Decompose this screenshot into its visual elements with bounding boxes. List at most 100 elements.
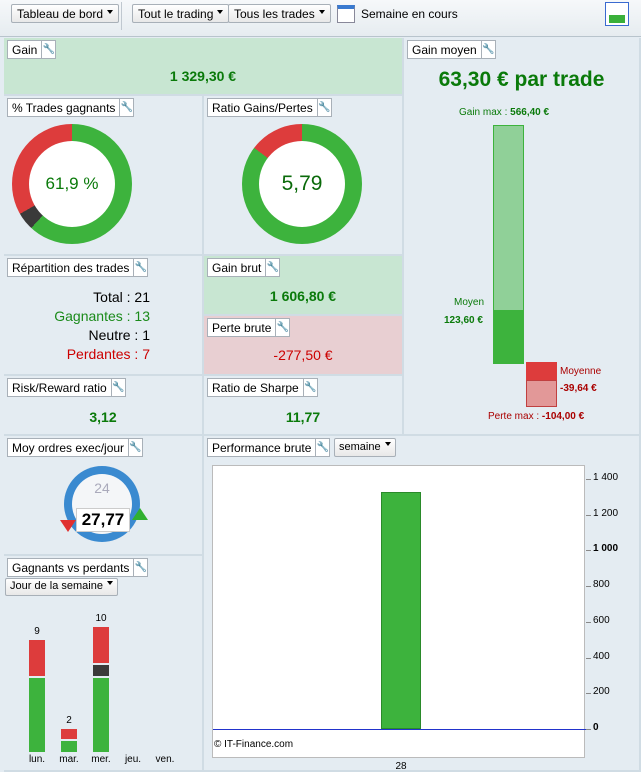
bar-total-label: 2 <box>66 714 72 726</box>
y-tick <box>586 657 591 659</box>
panel-header: Gagnants vs perdants 🔧 <box>7 558 149 577</box>
panel-title: Gagnants vs perdants <box>12 561 130 575</box>
wrench-icon[interactable]: 🔧 <box>133 559 147 576</box>
bar-neutral <box>93 665 109 676</box>
dashboard-dropdown[interactable]: Tableau de bord <box>11 4 120 23</box>
moyen-label: Moyen <box>454 297 485 308</box>
y-tick-label: 400 <box>593 650 610 662</box>
value: 566,40 € <box>510 107 550 118</box>
total: Total : 21 <box>93 289 150 305</box>
x-tick-label: 28 <box>395 761 407 772</box>
repartition-list: Total : 21 Gagnantes : 13 Neutre : 1 Per… <box>54 288 150 364</box>
sharpe-panel: Ratio de Sharpe 🔧 11,77 <box>204 376 404 436</box>
gain-brut-value: 1 606,80 € <box>269 288 337 304</box>
wrench-icon[interactable]: 🔧 <box>480 41 495 58</box>
perdantes: Perdantes : 7 <box>66 346 150 362</box>
orders-panel: Moy ordres exec/jour 🔧 24 27,77 <box>4 436 204 556</box>
value: -104,00 € <box>541 411 585 422</box>
gain-avg-bar <box>493 311 524 364</box>
bar-win <box>93 677 109 752</box>
period-label: Semaine en cours <box>361 7 458 21</box>
gain-header: Gain 🔧 <box>7 40 57 59</box>
red-arrow-icon <box>60 520 76 532</box>
gain-max-bar <box>493 125 524 311</box>
y-tick <box>586 550 591 552</box>
gvp-panel: Gagnants vs perdants 🔧 Jour de la semaine… <box>4 556 204 772</box>
trades-dropdown[interactable]: Tous les trades <box>228 4 331 23</box>
win-pct-panel: % Trades gagnants 🔧 61,9 % <box>4 96 204 256</box>
gain-max: Gain max : 566,40 € <box>459 107 549 118</box>
panel-title: Risk/Reward ratio <box>12 381 107 395</box>
day-label: mer. <box>91 754 111 765</box>
wrench-icon[interactable]: 🔧 <box>128 439 142 456</box>
y-tick-label: 0 <box>593 722 599 733</box>
wrench-icon[interactable]: 🔧 <box>265 259 279 276</box>
settings-chart-icon[interactable] <box>605 2 629 26</box>
panel-title: Ratio Gains/Pertes <box>212 101 313 115</box>
loss-avg-bar <box>526 362 557 380</box>
panel-header: Performance brute 🔧 <box>207 438 331 457</box>
bar-total-label: 10 <box>95 613 107 624</box>
y-tick <box>586 729 591 730</box>
perf-plot: 1 400 1 200 1 000 800 600 400 200 0 28 <box>212 465 618 772</box>
bar-loss <box>61 728 77 740</box>
panel-title: Gain brut <box>212 261 262 275</box>
gain-panel: Gain 🔧 1 329,30 € <box>4 38 404 96</box>
panel-header: Gain moyen 🔧 <box>407 40 496 59</box>
day-label: lun. <box>28 754 46 765</box>
avg-gain-panel: Gain moyen 🔧 63,30 € par trade Gain max :… <box>404 38 641 436</box>
orders-value: 27,77 <box>76 508 130 532</box>
gain-value: 1 329,30 € <box>169 68 237 84</box>
moyenne-label: Moyenne <box>560 366 602 377</box>
bar-total-label: 9 <box>34 625 40 637</box>
y-tick <box>586 586 591 588</box>
y-tick-label: 600 <box>593 614 610 626</box>
ratio-panel: Ratio Gains/Pertes 🔧 5,79 <box>204 96 404 256</box>
calendar-icon[interactable] <box>337 5 355 23</box>
y-tick <box>586 693 591 695</box>
panel-title: Ratio de Sharpe <box>212 381 299 395</box>
loss-max-bar <box>526 380 557 407</box>
panel-title: Gain moyen <box>412 43 477 57</box>
panel-header: Perte brute 🔧 <box>207 318 291 337</box>
wrench-icon[interactable]: 🔧 <box>110 379 125 396</box>
sharpe-value: 11,77 <box>285 409 321 425</box>
y-tick <box>586 514 591 516</box>
y-tick-label: 200 <box>593 686 610 698</box>
panel-title: Répartition des trades <box>12 261 130 275</box>
wrench-icon[interactable]: 🔧 <box>316 99 331 116</box>
panel-header: Gain brut 🔧 <box>207 258 281 277</box>
trading-dropdown[interactable]: Tout le trading <box>132 4 230 23</box>
label: Gain max : <box>459 107 508 118</box>
panel-title: Performance brute <box>212 441 312 455</box>
wrench-icon[interactable]: 🔧 <box>119 99 133 116</box>
bar-loss <box>29 639 45 676</box>
perte-brute-panel: Perte brute 🔧 -277,50 € <box>204 316 404 376</box>
toolbar: Tableau de bord Tout le trading Tous les… <box>0 0 641 37</box>
green-arrow-icon <box>132 508 148 520</box>
y-tick-label: 1 000 <box>593 543 619 555</box>
y-tick-label: 1 200 <box>593 507 619 519</box>
panel-title: % Trades gagnants <box>12 101 116 115</box>
ratio-donut: 5,79 <box>242 124 362 244</box>
wrench-icon[interactable]: 🔧 <box>315 439 329 456</box>
panel-header: Répartition des trades 🔧 <box>7 258 149 277</box>
wrench-icon[interactable]: 🔧 <box>302 379 317 396</box>
wrench-icon[interactable]: 🔧 <box>41 41 55 58</box>
win-pct-value: 61,9 % <box>29 141 115 227</box>
win-donut: 61,9 % <box>12 124 132 244</box>
divider <box>121 2 122 30</box>
wrench-icon[interactable]: 🔧 <box>133 259 147 276</box>
repartition-panel: Répartition des trades 🔧 Total : 21 Gagna… <box>4 256 204 376</box>
period-dropdown[interactable]: semaine <box>334 438 396 457</box>
avg-gain-value: 63,30 € par trade <box>438 68 605 91</box>
panel-header: Risk/Reward ratio 🔧 <box>7 378 126 397</box>
wrench-icon[interactable]: 🔧 <box>275 319 289 336</box>
day-dropdown[interactable]: Jour de la semaine <box>5 578 118 596</box>
label: Perte max : <box>488 411 540 422</box>
panel-header: % Trades gagnants 🔧 <box>7 98 135 117</box>
y-tick-label: 1 400 <box>593 472 619 483</box>
gagnantes: Gagnantes : 13 <box>54 308 150 324</box>
y-tick <box>586 479 591 480</box>
moyenne-value: -39,64 € <box>560 383 597 394</box>
